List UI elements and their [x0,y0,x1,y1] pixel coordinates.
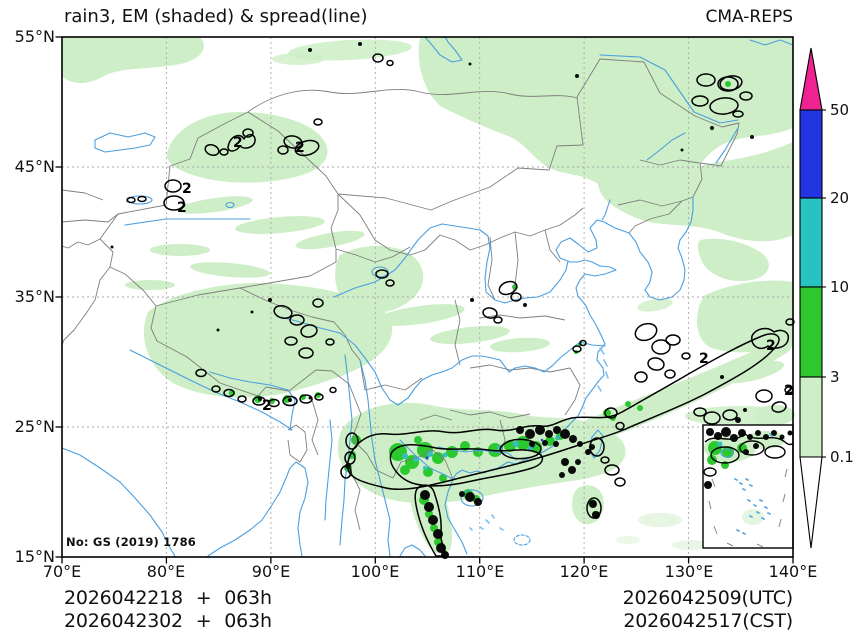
footer-init-utc: 2026042218 + 063h [64,587,272,609]
x-tick-100e: 100°E [350,562,400,581]
x-tick-110e: 110°E [455,562,505,581]
x-tick-140e: 140°E [768,562,818,581]
shallow-water-marks [469,347,609,531]
y-tick-15n: 15°N [14,547,55,566]
x-tick-90e: 90°E [251,562,291,581]
colorbar-label-50: 50 [830,101,850,119]
contour-label: 2 [784,383,794,399]
inset-islands [734,433,773,535]
axis-ticks [55,36,794,564]
contour-label: 2 [699,351,709,367]
x-tick-80e: 80°E [146,562,186,581]
spread-contours [126,53,795,557]
y-tick-55n: 55°N [14,27,55,46]
contour-label: 2 [233,135,243,151]
south-china-sea-inset [702,424,794,549]
contour-label: 2 [766,338,776,354]
contour-label: 2 [262,398,272,414]
footer-init-cst: 2026042302 + 063h [64,610,272,632]
contour-label: 2 [177,200,187,216]
colorbar-label-3: 3 [830,368,840,386]
contour-label: 2 [182,181,192,197]
colorbar-label-20: 20 [830,189,850,207]
plot-frame [55,36,794,564]
y-tick-25n: 25°N [14,417,55,436]
political-borders [61,58,740,531]
x-tick-130e: 130°E [664,562,714,581]
contour-label: 2 [295,140,305,156]
x-tick-70e: 70°E [42,562,82,581]
y-tick-45n: 45°N [14,157,55,176]
footer-valid-utc: 2026042509(UTC) [622,587,794,609]
map-license-note: No: GS (2019) 1786 [66,535,196,549]
plot-title: rain3, EM (shaded) & spread(line) [64,6,368,27]
colorbar-label-0-1: 0.1 [830,448,854,466]
model-label: CMA-REPS [705,7,793,27]
footer-valid-cst: 2026042517(CST) [623,610,793,632]
colorbar-label-10: 10 [830,278,850,296]
y-tick-35n: 35°N [14,287,55,306]
contour-value-labels: 2 2 2 2 2 2 2 2 [177,135,794,414]
graticule [62,37,793,557]
colorbar [799,47,826,549]
x-tick-120e: 120°E [559,562,609,581]
inset-dash-line [708,468,788,548]
colorbar-ticks [822,109,826,458]
